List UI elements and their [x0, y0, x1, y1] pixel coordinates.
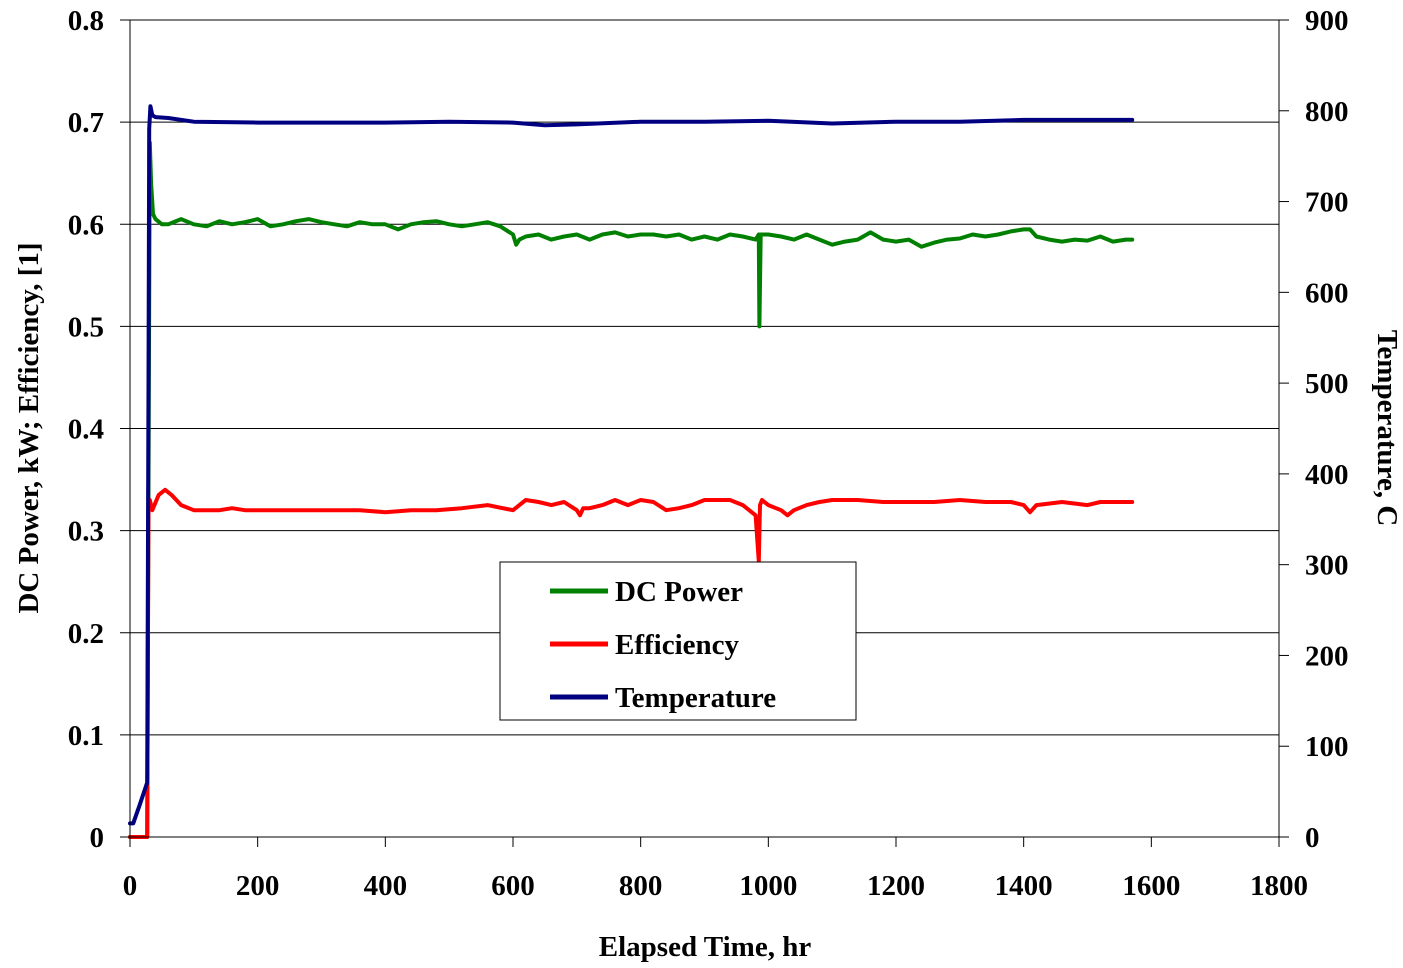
- series-line-dc-power: [128, 140, 1135, 839]
- y-left-tick-label: 0.5: [68, 311, 104, 343]
- x-tick-label: 1800: [1250, 870, 1308, 902]
- legend-box: [499, 561, 857, 721]
- x-tick-label: 1400: [995, 870, 1053, 902]
- y-right-tick-label: 700: [1305, 187, 1349, 219]
- y-right-tick-label: 100: [1305, 731, 1349, 763]
- y-axis-right-title: Temperature, C: [1371, 330, 1403, 527]
- x-tick-label: 1600: [1122, 870, 1180, 902]
- tick-layer: 0 0.1 0.2 0.3 0.4 0.5 0.6 0.7 0.8 0 100 200 300 400 50…: [68, 5, 1349, 902]
- y-left-tick-label: 0.2: [68, 618, 104, 650]
- series-line-efficiency: [128, 487, 1135, 839]
- y-right-tick-label: 200: [1305, 640, 1349, 672]
- x-tick-label: 600: [491, 870, 535, 902]
- y-right-tick-label: 900: [1305, 5, 1349, 37]
- y-left-tick-label: 0.4: [68, 414, 104, 446]
- x-tick-label: 800: [619, 870, 663, 902]
- y-right-tick-label: 800: [1305, 96, 1349, 128]
- y-right-tick-label: 0: [1305, 822, 1320, 854]
- x-axis-title: Elapsed Time, hr: [599, 931, 812, 963]
- x-tick-label: 0: [123, 870, 138, 902]
- y-left-tick-label: 0: [90, 822, 105, 854]
- legend: DC Power Efficiency Temperature: [499, 561, 857, 721]
- x-tick-label: 1200: [867, 870, 925, 902]
- y-left-tick-label: 0.3: [68, 516, 104, 548]
- legend-label-efficiency: Efficiency: [615, 629, 740, 661]
- y-right-tick-label: 400: [1305, 459, 1349, 491]
- x-tick-label: 1000: [739, 870, 797, 902]
- series-line-temperature: [128, 104, 1135, 826]
- legend-label-dc-power: DC Power: [615, 576, 743, 608]
- y-left-tick-label: 0.6: [68, 209, 104, 241]
- x-tick-label: 400: [364, 870, 408, 902]
- y-left-tick-label: 0.8: [68, 5, 104, 37]
- x-tick-label: 200: [236, 870, 280, 902]
- y-right-tick-label: 500: [1305, 368, 1349, 400]
- legend-label-temperature: Temperature: [615, 682, 776, 714]
- series-layer: [128, 104, 1135, 839]
- y-right-tick-label: 300: [1305, 550, 1349, 582]
- y-left-tick-label: 0.7: [68, 107, 104, 139]
- y-left-tick-label: 0.1: [68, 720, 104, 752]
- y-right-tick-label: 600: [1305, 277, 1349, 309]
- y-axis-left-title: DC Power, kW; Efficiency, [1]: [13, 242, 45, 613]
